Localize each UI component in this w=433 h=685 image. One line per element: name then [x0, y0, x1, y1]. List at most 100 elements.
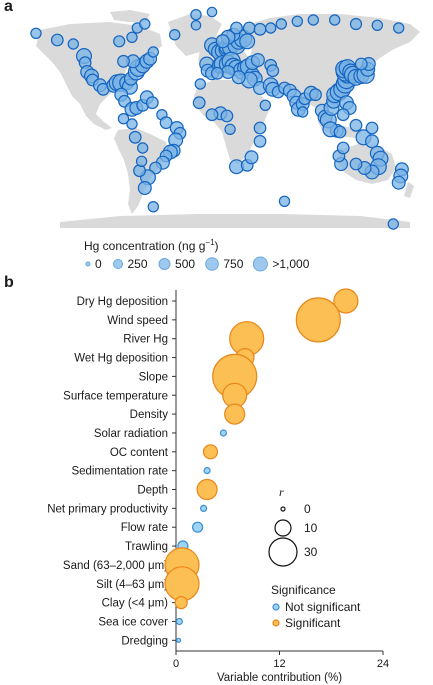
map-point	[205, 108, 219, 122]
data-point	[192, 521, 204, 533]
y-tick-label: Trawling	[125, 541, 168, 553]
map-point	[192, 96, 206, 110]
map-point	[387, 218, 399, 230]
y-tick-label: Clay (<4 μm)	[102, 598, 169, 610]
y-tick-label: Solar radiation	[94, 428, 168, 440]
data-point	[200, 504, 208, 512]
map-point	[329, 14, 341, 26]
map-point	[190, 9, 202, 21]
map-point	[113, 35, 126, 48]
y-tick-label: Net primary productivity	[47, 503, 168, 515]
map-point	[349, 17, 363, 31]
map-point	[224, 123, 236, 136]
map-point	[365, 134, 380, 149]
map-legend-circle	[205, 257, 219, 271]
map-point	[147, 200, 159, 213]
map-legend-circle	[158, 258, 171, 270]
data-point	[203, 467, 211, 475]
land-antarctica	[60, 214, 410, 228]
map-point	[259, 99, 271, 112]
map-point	[250, 52, 265, 67]
map-point	[168, 29, 181, 41]
y-tick-label: Dredging	[121, 635, 168, 647]
map-point	[242, 21, 256, 35]
data-point	[333, 288, 359, 314]
land-greenland	[168, 14, 222, 56]
color-legend-swatch	[272, 619, 280, 627]
y-tick-label: Slope	[139, 371, 168, 383]
map-point	[139, 18, 151, 30]
map-point	[253, 22, 267, 36]
map-point	[393, 22, 405, 34]
data-point	[176, 637, 182, 643]
x-tick-label: 24	[377, 658, 389, 670]
map-point	[50, 33, 64, 47]
size-legend-title: r	[279, 485, 284, 499]
map-point	[349, 118, 363, 132]
color-legend-label: Not significant	[285, 600, 361, 614]
land-arctic-islands	[110, 10, 150, 22]
map-point	[239, 33, 256, 50]
map-point	[265, 22, 277, 34]
map-legend-label: 250	[128, 257, 148, 271]
map-point	[307, 14, 319, 26]
map-point	[333, 125, 347, 139]
data-point	[164, 566, 200, 602]
map-point	[194, 78, 206, 90]
data-point	[219, 429, 227, 437]
y-tick-label: Flow rate	[121, 522, 168, 534]
data-point	[202, 444, 219, 460]
map-point	[206, 6, 218, 18]
data-point	[174, 595, 188, 610]
map-point	[147, 46, 159, 58]
map-point	[278, 195, 291, 207]
data-point	[295, 297, 341, 343]
map-point	[336, 141, 350, 155]
map-point	[253, 134, 267, 148]
map-point	[391, 175, 406, 190]
data-point	[196, 478, 218, 501]
x-tick-label: 0	[173, 658, 179, 670]
x-axis-label: Variable contribution (%)	[217, 672, 342, 684]
map-point	[30, 27, 42, 39]
color-legend-label: Significant	[285, 616, 341, 630]
size-legend-circle	[268, 537, 298, 567]
map-legend-circle	[113, 259, 123, 269]
data-point	[177, 540, 189, 552]
y-tick-label: Wet Hg deposition	[74, 353, 168, 365]
map-point	[266, 64, 280, 78]
map-point	[215, 34, 230, 49]
map-legend-label: 750	[223, 257, 243, 271]
y-tick-label: Wind speed	[107, 315, 168, 327]
map-legend-circle	[85, 261, 91, 267]
size-legend-label: 30	[304, 545, 318, 559]
map-point	[137, 181, 152, 196]
world-map	[30, 6, 420, 230]
size-legend-circle	[280, 506, 286, 512]
data-point	[164, 547, 200, 583]
map-point	[117, 112, 130, 125]
map-point	[349, 157, 363, 171]
map-legend-title: Hg concentration (ng g−1)	[84, 238, 219, 253]
map-point	[145, 96, 159, 110]
data-point	[224, 403, 246, 425]
map-legend-label: 0	[95, 257, 102, 271]
map-sample-points	[30, 6, 409, 230]
map-point	[309, 88, 322, 102]
y-tick-label: Surface temperature	[63, 390, 168, 402]
map-point	[136, 142, 149, 154]
size-legend-label: 0	[304, 502, 311, 516]
y-tick-label: Density	[130, 409, 169, 421]
map-point	[371, 19, 383, 31]
color-legend-swatch	[272, 603, 280, 611]
size-legend-label: 10	[304, 521, 318, 535]
map-point	[297, 106, 309, 118]
panel-b-label: b	[4, 274, 14, 291]
panel-a-label: a	[4, 0, 13, 15]
map-legend: Hg concentration (ng g−1)	[84, 236, 384, 253]
map-point	[128, 130, 142, 144]
y-tick-label: Depth	[137, 485, 168, 497]
map-point	[253, 121, 267, 135]
map-point	[126, 31, 138, 44]
y-tick-label: Sand (63–2,000 μm)	[63, 560, 168, 572]
